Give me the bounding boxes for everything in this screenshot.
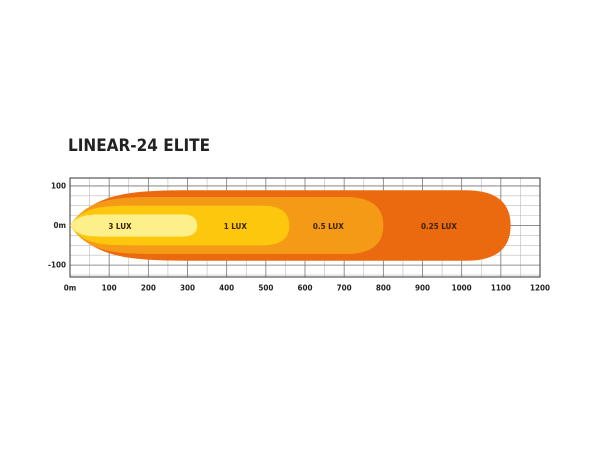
y-tick-label: 0m bbox=[53, 221, 66, 230]
beam-zone bbox=[70, 214, 198, 237]
x-tick-label: 900 bbox=[415, 284, 430, 293]
x-tick-label: 800 bbox=[376, 284, 391, 293]
x-tick-label: 600 bbox=[297, 284, 312, 293]
zone-label: 0.5 LUX bbox=[313, 222, 344, 231]
x-tick-label: 1000 bbox=[452, 284, 472, 293]
x-tick-label: 300 bbox=[180, 284, 195, 293]
x-tick-label: 400 bbox=[219, 284, 234, 293]
x-tick-label: 0m bbox=[64, 284, 77, 293]
x-tick-label: 700 bbox=[337, 284, 352, 293]
y-tick-label: -100 bbox=[48, 261, 66, 270]
x-tick-label: 1100 bbox=[491, 284, 511, 293]
x-tick-label: 500 bbox=[258, 284, 273, 293]
x-tick-label: 1200 bbox=[530, 284, 550, 293]
plot-frame bbox=[69, 177, 541, 278]
x-tick-label: 200 bbox=[141, 284, 156, 293]
chart-title: LINEAR-24 ELITE bbox=[68, 136, 210, 156]
zone-label: 0.25 LUX bbox=[421, 222, 457, 231]
zone-label: 3 LUX bbox=[108, 222, 132, 231]
x-tick-label: 100 bbox=[102, 284, 117, 293]
zone-label: 1 LUX bbox=[224, 222, 248, 231]
y-tick-label: 100 bbox=[51, 181, 66, 190]
